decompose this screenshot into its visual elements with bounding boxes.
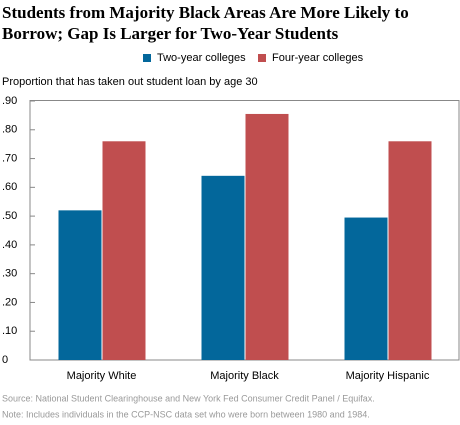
bar xyxy=(245,113,289,360)
chart-title: Students from Majority Black Areas Are M… xyxy=(2,3,409,22)
x-tick-label: Majority White xyxy=(67,370,137,382)
legend-swatch xyxy=(143,54,151,62)
x-tick-label: Majority Black xyxy=(210,370,279,382)
y-tick-label: 0 xyxy=(2,354,8,366)
y-tick-label: .70 xyxy=(2,152,17,164)
legend-label: Four-year colleges xyxy=(272,52,364,64)
y-tick-label: .40 xyxy=(2,239,17,251)
legend-label: Two-year colleges xyxy=(157,52,246,64)
bar xyxy=(201,175,245,360)
chart-title: Borrow; Gap Is Larger for Two-Year Stude… xyxy=(2,24,339,43)
source-note: Source: National Student Clearinghouse a… xyxy=(2,393,375,403)
y-tick-label: .80 xyxy=(2,124,17,136)
y-tick-label: .30 xyxy=(2,268,17,280)
y-tick-label: .90 xyxy=(2,95,17,107)
bar xyxy=(58,210,102,360)
y-axis-label: Proportion that has taken out student lo… xyxy=(2,76,258,88)
legend-swatch xyxy=(258,54,266,62)
bar xyxy=(388,141,432,360)
x-tick-label: Majority Hispanic xyxy=(346,370,430,382)
y-tick-label: .60 xyxy=(2,181,17,193)
y-tick-label: .50 xyxy=(2,210,17,222)
y-tick-label: .20 xyxy=(2,296,17,308)
bar xyxy=(344,217,388,360)
bar xyxy=(102,141,146,360)
y-tick-label: .10 xyxy=(2,325,17,337)
note: Note: Includes individuals in the CCP-NS… xyxy=(2,409,370,419)
